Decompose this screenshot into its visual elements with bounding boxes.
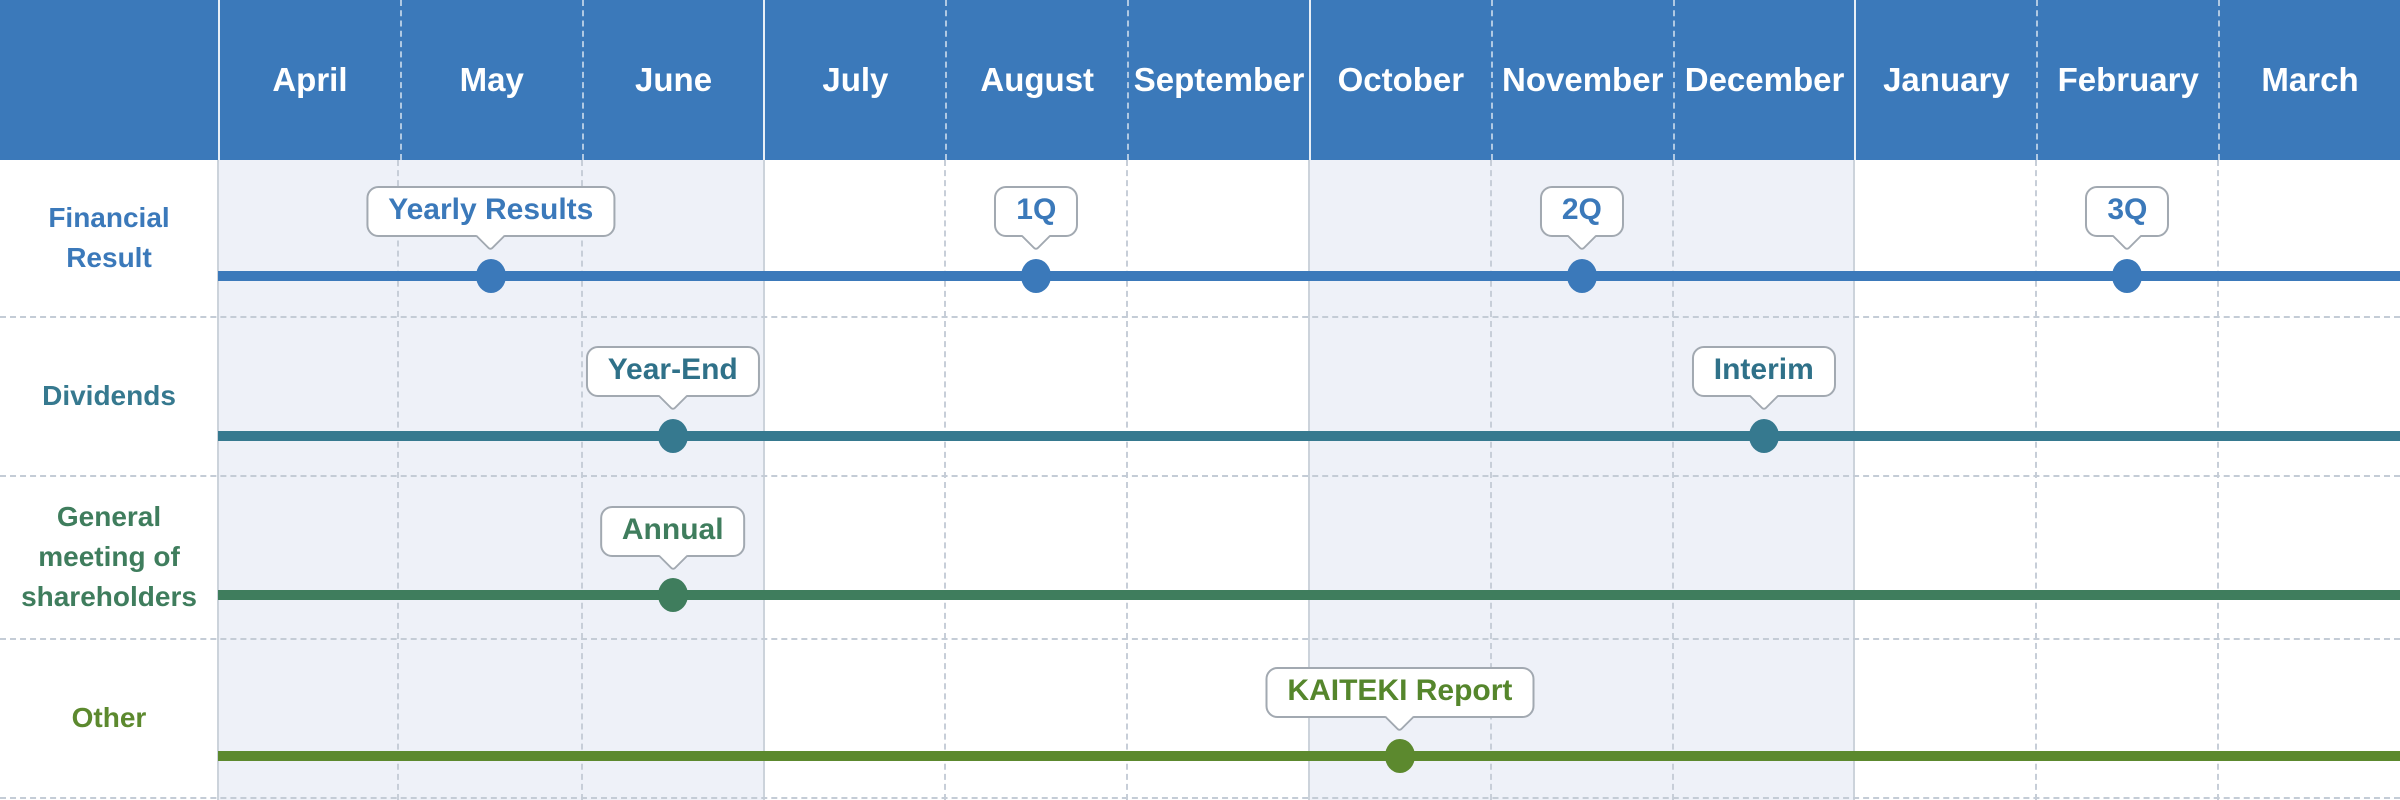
row-label-dividends: Dividends (42, 379, 176, 411)
row-label-financial-result: Financial Result (48, 201, 170, 273)
timeline-financial-result (218, 271, 2400, 281)
q1-shading-april-june (218, 160, 764, 800)
row-label-general-meeting: General meeting of shareholders (21, 500, 197, 613)
month-header-june: June (581, 0, 764, 160)
header-corner-cell (0, 0, 218, 160)
month-header-april: April (218, 0, 400, 160)
gridline-august (944, 160, 946, 800)
gridline-june (581, 160, 583, 800)
month-header-february: February (2036, 0, 2218, 160)
event-dot-3q (2112, 259, 2143, 293)
event-bubble-interim: Interim (1691, 346, 1836, 397)
event-dot-year-end (657, 419, 688, 453)
event-bubble-kaiteki-report: KAITEKI Report (1265, 667, 1535, 718)
event-bubble-2q: 2Q (1539, 186, 1624, 237)
month-header-november: November (1490, 0, 1673, 160)
event-bubble-year-end: Year-End (585, 346, 760, 397)
row-separator-1 (0, 316, 2400, 318)
row-separator-2 (0, 475, 2400, 477)
gridline-september (1126, 160, 1128, 800)
gridline-february (2035, 160, 2037, 800)
gridline-may (397, 160, 399, 800)
timeline-dividends (218, 431, 2400, 441)
event-dot-2q (1566, 259, 1597, 293)
gridline-december (1672, 160, 1674, 800)
event-dot-interim (1748, 419, 1779, 453)
month-header-october: October (1308, 0, 1491, 160)
month-header-december: December (1672, 0, 1855, 160)
gridline-january (1853, 160, 1855, 800)
label-column-border (217, 160, 219, 800)
month-header-row: April May June July August September Oct… (0, 0, 2400, 160)
row-separator-bottom (0, 797, 2400, 799)
gridline-november (1490, 160, 1492, 800)
month-header-january: January (1854, 0, 2036, 160)
month-header-september: September (1127, 0, 1309, 160)
event-bubble-1q: 1Q (994, 186, 1079, 237)
event-dot-kaiteki-report (1384, 739, 1415, 773)
event-bubble-3q: 3Q (2085, 186, 2170, 237)
event-dot-yearly-results (475, 259, 506, 293)
event-bubble-yearly-results: Yearly Results (366, 186, 616, 237)
gridline-march (2217, 160, 2219, 800)
month-header-march: March (2218, 0, 2400, 160)
row-separator-3 (0, 638, 2400, 640)
month-header-may: May (399, 0, 582, 160)
row-label-other: Other (71, 701, 147, 733)
timeline-other (218, 751, 2400, 761)
event-bubble-annual: Annual (599, 506, 746, 557)
gridline-july (763, 160, 765, 800)
event-dot-1q (1021, 259, 1052, 293)
gridline-october (1308, 160, 1310, 800)
month-header-july: July (763, 0, 945, 160)
month-header-august: August (945, 0, 1127, 160)
event-dot-annual (657, 578, 688, 612)
timeline-general-meeting (218, 590, 2400, 600)
